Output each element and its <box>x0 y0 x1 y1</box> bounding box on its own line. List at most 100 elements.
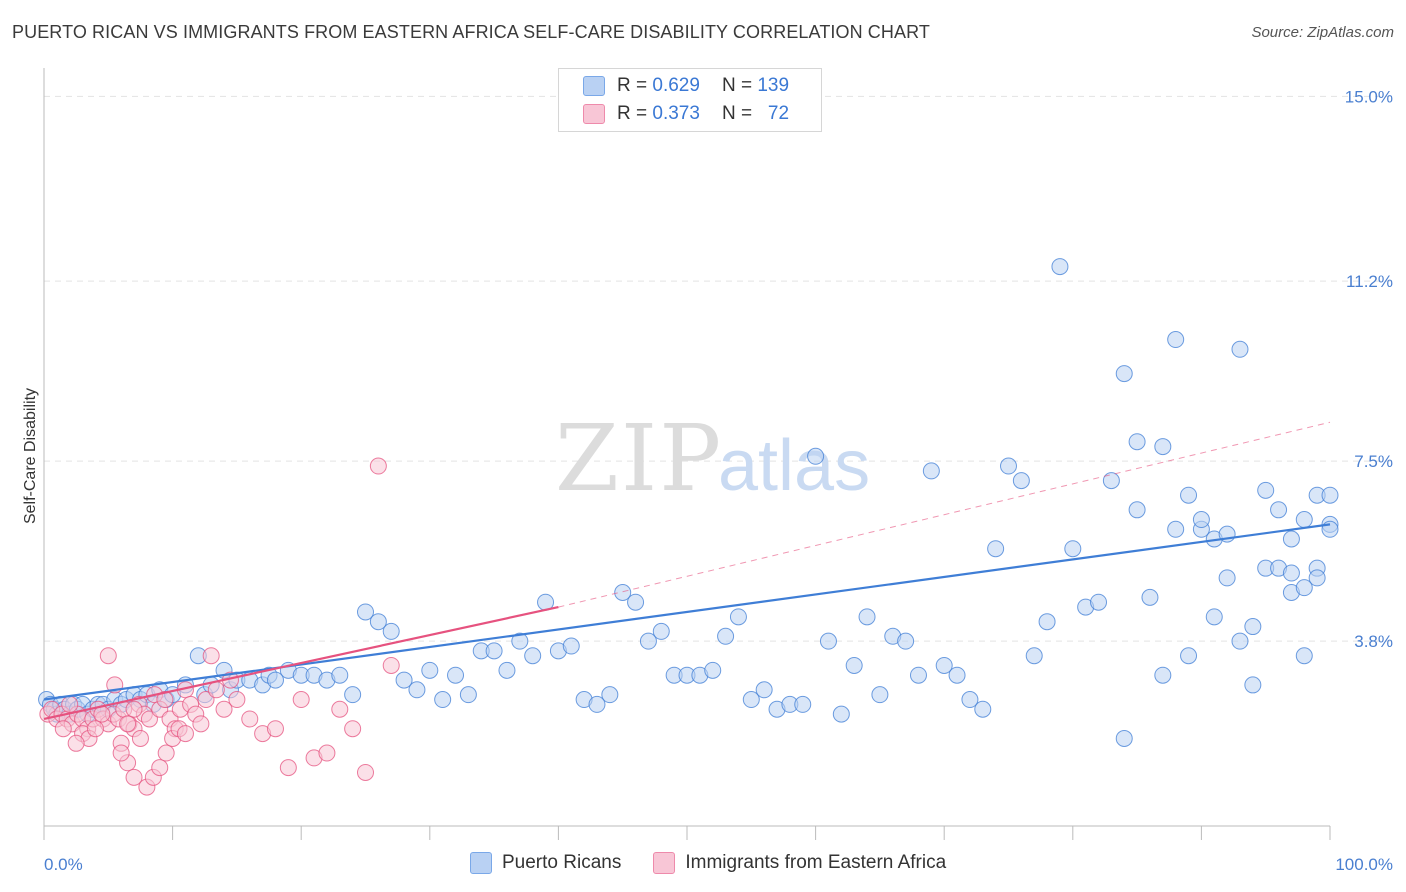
y-tick-label: 7.5% <box>1354 452 1393 471</box>
legend-box: R = 0.629 N = 139 R = 0.373 N = 72 <box>558 68 822 132</box>
y-axis-label: Self-Care Disability <box>22 388 39 524</box>
point-puerto-ricans <box>1295 647 1313 665</box>
point-puerto-ricans <box>1167 331 1185 349</box>
legend-n-label: N = <box>721 103 753 124</box>
point-eastern-africa <box>197 691 215 709</box>
legend-r-value: 0.373 <box>652 103 700 124</box>
point-puerto-ricans <box>948 666 966 684</box>
point-puerto-ricans <box>1000 457 1017 475</box>
point-eastern-africa <box>241 710 259 728</box>
point-puerto-ricans <box>1244 676 1262 694</box>
point-puerto-ricans <box>1167 520 1185 538</box>
legend-n-value: 72 <box>767 103 790 124</box>
point-puerto-ricans <box>1321 486 1339 504</box>
y-tick-label: 15.0% <box>1345 87 1393 106</box>
point-puerto-ricans <box>627 593 645 611</box>
x-tick-label: 0.0% <box>44 855 83 874</box>
point-puerto-ricans <box>742 691 760 709</box>
point-puerto-ricans <box>1128 433 1146 451</box>
legend-swatch-eastern-africa <box>583 104 605 124</box>
point-puerto-ricans <box>614 584 632 602</box>
point-puerto-ricans <box>1154 438 1172 456</box>
point-puerto-ricans <box>1282 530 1300 548</box>
point-puerto-ricans <box>434 691 452 709</box>
point-puerto-ricans <box>794 695 812 713</box>
point-puerto-ricans <box>1012 472 1030 490</box>
point-puerto-ricans <box>382 622 400 640</box>
bottom-legend: Puerto Ricans Immigrants from Eastern Af… <box>470 852 978 874</box>
point-puerto-ricans <box>331 666 349 684</box>
point-puerto-ricans <box>1257 481 1275 499</box>
point-puerto-ricans <box>421 661 439 679</box>
point-puerto-ricans <box>922 462 940 480</box>
point-puerto-ricans <box>639 632 657 650</box>
y-tick-label: 11.2% <box>1346 272 1393 291</box>
point-puerto-ricans <box>871 686 889 704</box>
point-puerto-ricans <box>1115 729 1133 747</box>
point-puerto-ricans <box>1295 511 1313 529</box>
point-eastern-africa <box>215 700 233 718</box>
point-puerto-ricans <box>395 671 413 689</box>
point-puerto-ricans <box>459 686 477 704</box>
legend-n-label: N = <box>721 75 753 96</box>
point-puerto-ricans <box>369 613 387 631</box>
point-puerto-ricans <box>344 686 362 704</box>
point-eastern-africa <box>157 744 175 762</box>
point-eastern-africa <box>344 720 362 738</box>
point-eastern-africa <box>67 734 85 752</box>
point-puerto-ricans <box>909 666 927 684</box>
point-puerto-ricans <box>485 642 503 660</box>
point-puerto-ricans <box>1141 588 1159 606</box>
point-puerto-ricans <box>524 647 542 665</box>
chart-title: PUERTO RICAN VS IMMIGRANTS FROM EASTERN … <box>12 22 930 42</box>
point-eastern-africa <box>228 691 246 709</box>
point-puerto-ricans <box>1295 579 1313 597</box>
trend-line <box>43 606 559 721</box>
point-puerto-ricans <box>1231 340 1249 358</box>
point-puerto-ricans <box>498 661 516 679</box>
point-puerto-ricans <box>845 656 863 674</box>
legend-r-value: 0.629 <box>652 75 700 96</box>
legend-row-puerto-ricans: R = 0.629 N = 139 <box>583 73 789 99</box>
bottom-legend-swatch-puerto-ricans <box>470 852 492 874</box>
point-puerto-ricans <box>1244 618 1262 636</box>
point-eastern-africa <box>61 695 79 713</box>
point-eastern-africa <box>292 691 310 709</box>
point-puerto-ricans <box>1102 472 1120 490</box>
legend-swatch-puerto-ricans <box>583 76 605 96</box>
point-puerto-ricans <box>1128 501 1146 519</box>
x-tick-label: 100.0% <box>1335 855 1393 874</box>
point-puerto-ricans <box>1270 501 1288 519</box>
bottom-legend-item-puerto-ricans: Puerto Ricans <box>470 852 621 874</box>
point-eastern-africa <box>318 744 336 762</box>
point-puerto-ricans <box>266 671 284 689</box>
point-eastern-africa <box>131 729 149 747</box>
point-eastern-africa <box>176 725 194 743</box>
y-tick-label: 3.8% <box>1354 632 1393 651</box>
point-eastern-africa <box>140 710 158 728</box>
point-eastern-africa <box>125 700 143 718</box>
point-puerto-ricans <box>1321 520 1339 538</box>
bottom-legend-label-eastern-africa: Immigrants from Eastern Africa <box>685 852 947 873</box>
legend-r-label: R = <box>617 103 648 124</box>
point-eastern-africa <box>266 720 284 738</box>
point-puerto-ricans <box>588 695 606 713</box>
point-puerto-ricans <box>652 622 670 640</box>
point-puerto-ricans <box>935 656 953 674</box>
point-puerto-ricans <box>1115 365 1133 383</box>
point-eastern-africa <box>156 691 174 709</box>
legend-row-eastern-africa: R = 0.373 N = 72 <box>583 101 789 127</box>
point-puerto-ricans <box>1038 613 1056 631</box>
point-puerto-ricans <box>1154 666 1172 684</box>
point-puerto-ricans <box>357 603 374 621</box>
point-eastern-africa <box>279 759 297 777</box>
point-puerto-ricans <box>961 691 979 709</box>
point-puerto-ricans <box>1025 647 1043 665</box>
point-eastern-africa <box>202 647 220 665</box>
point-puerto-ricans <box>1051 258 1069 276</box>
point-puerto-ricans <box>717 627 735 645</box>
bottom-legend-label-puerto-ricans: Puerto Ricans <box>502 852 622 873</box>
point-puerto-ricans <box>511 632 529 650</box>
point-eastern-africa <box>151 759 169 777</box>
